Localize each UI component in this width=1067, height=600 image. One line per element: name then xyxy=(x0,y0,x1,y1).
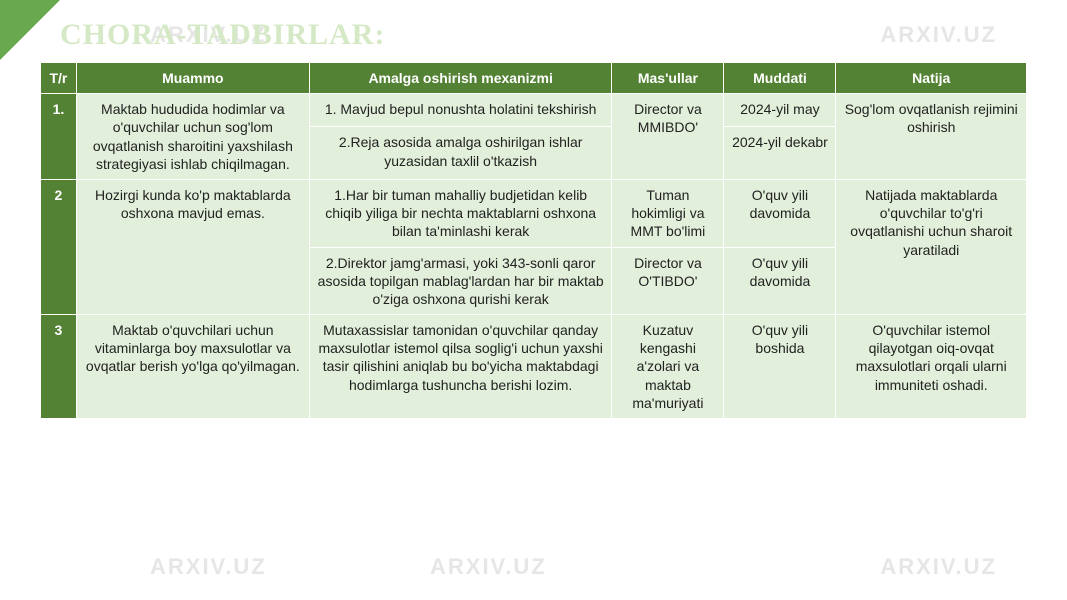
cell-masul: Kuzatuv kengashi a'zolari va maktab ma'm… xyxy=(612,315,724,419)
cell-muammo: Maktab hududida hodimlar va o'quvchilar … xyxy=(76,94,309,180)
accent-triangle xyxy=(0,0,60,60)
cell-mech: Mutaxassislar tamonidan o'quvchilar qand… xyxy=(309,315,612,419)
cell-natija: Sog'lom ovqatlanish rejimini oshirish xyxy=(836,94,1027,180)
cell-muddat: 2024-yil dekabr xyxy=(724,127,836,180)
cell-muddat: O'quv yili davomida xyxy=(724,247,836,315)
col-muammo: Muammo xyxy=(76,63,309,94)
cell-masul: Tuman hokimligi va MMT bo'limi xyxy=(612,179,724,247)
cell-natija: Natijada maktablarda o'quvchilar to'g'ri… xyxy=(836,179,1027,314)
cell-muddat: 2024-yil may xyxy=(724,94,836,127)
watermark: ARXIV.UZ xyxy=(430,554,547,580)
cell-natija: O'quvchilar istemol qilayotgan oiq-ovqat… xyxy=(836,315,1027,419)
cell-muammo: Hozirgi kunda ko'p maktablarda oshxona m… xyxy=(76,179,309,314)
cell-tr: 1. xyxy=(41,94,77,180)
cell-tr: 3 xyxy=(41,315,77,419)
col-mech: Amalga oshirish mexanizmi xyxy=(309,63,612,94)
cell-masul: Director va MMIBDO' xyxy=(612,94,724,180)
cell-masul: Director va O'TIBDO' xyxy=(612,247,724,315)
table-header-row: T/r Muammo Amalga oshirish mexanizmi Mas… xyxy=(41,63,1027,94)
cell-muammo: Maktab o'quvchilari uchun vitaminlarga b… xyxy=(76,315,309,419)
table-row: 1. Maktab hududida hodimlar va o'quvchil… xyxy=(41,94,1027,127)
slide: ARXIV.UZ ARXIV.UZ ARXIV.UZ ARXIV.UZ ARXI… xyxy=(0,0,1067,600)
cell-muddat: O'quv yili boshida xyxy=(724,315,836,419)
page-title: CHORA-TADBIRLAR: xyxy=(60,18,1027,52)
col-masul: Mas'ullar xyxy=(612,63,724,94)
cell-mech: 2.Reja asosida amalga oshirilgan ishlar … xyxy=(309,127,612,180)
table-row: 3 Maktab o'quvchilari uchun vitaminlarga… xyxy=(41,315,1027,419)
cell-mech: 1. Mavjud bepul nonushta holatini tekshi… xyxy=(309,94,612,127)
col-tr: T/r xyxy=(41,63,77,94)
cell-tr: 2 xyxy=(41,179,77,314)
cell-mech: 1.Har bir tuman mahalliy budjetidan keli… xyxy=(309,179,612,247)
col-natija: Natija xyxy=(836,63,1027,94)
col-muddat: Muddati xyxy=(724,63,836,94)
watermark: ARXIV.UZ xyxy=(150,554,267,580)
cell-muddat: O'quv yili davomida xyxy=(724,179,836,247)
table-row: 2 Hozirgi kunda ko'p maktablarda oshxona… xyxy=(41,179,1027,247)
watermark: ARXIV.UZ xyxy=(880,554,997,580)
measures-table: T/r Muammo Amalga oshirish mexanizmi Mas… xyxy=(40,62,1027,419)
cell-mech: 2.Direktor jamg'armasi, yoki 343-sonli q… xyxy=(309,247,612,315)
